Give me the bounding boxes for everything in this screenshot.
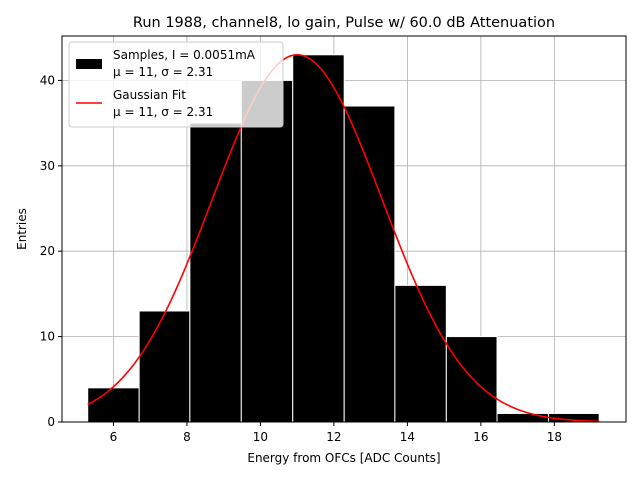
y-tick-label: 40 xyxy=(40,73,55,87)
y-tick-label: 20 xyxy=(40,244,55,258)
chart-title: Run 1988, channel8, lo gain, Pulse w/ 60… xyxy=(133,15,555,31)
y-tick-label: 30 xyxy=(40,159,55,173)
gaussian-fit-curve xyxy=(87,53,600,423)
histogram-bar xyxy=(343,105,396,423)
x-tick-label: 18 xyxy=(547,430,562,444)
histogram-bar xyxy=(240,79,294,423)
histogram-bar xyxy=(292,54,345,423)
x-tick-label: 14 xyxy=(400,430,415,444)
x-axis-ticks: 6 8 10 12 14 16 18 xyxy=(110,422,562,444)
x-tick-label: 10 xyxy=(253,430,268,444)
y-tick-label: 0 xyxy=(47,415,55,429)
histogram-bar xyxy=(138,310,191,423)
histogram-bar xyxy=(87,387,140,423)
legend-samples-label: Samples, I = 0.0051mA xyxy=(113,48,256,62)
histogram-bar xyxy=(496,412,549,423)
legend-samples-stats: μ = 11, σ = 2.31 xyxy=(113,65,213,79)
plot-frame xyxy=(61,35,627,423)
x-axis-label: Energy from OFCs [ADC Counts] xyxy=(247,451,440,465)
x-tick-label: 16 xyxy=(473,430,488,444)
y-tick-label: 10 xyxy=(40,330,55,344)
legend-fit-stats: μ = 11, σ = 2.31 xyxy=(113,105,213,119)
legend: Samples, I = 0.0051mA μ = 11, σ = 2.31 G… xyxy=(68,41,284,128)
x-tick-label: 8 xyxy=(183,430,191,444)
histogram-bar xyxy=(394,284,447,423)
y-axis-label: Entries xyxy=(15,208,29,250)
legend-samples-swatch xyxy=(76,59,102,69)
histogram-bar xyxy=(445,336,498,423)
x-tick-label: 6 xyxy=(110,430,118,444)
histogram-bars xyxy=(87,54,600,423)
x-tick-label: 12 xyxy=(326,430,341,444)
legend-fit-label: Gaussian Fit xyxy=(113,88,186,102)
y-axis-ticks: 0 10 20 30 40 xyxy=(40,73,62,429)
histogram-bar xyxy=(189,122,242,423)
legend-box xyxy=(68,41,284,128)
